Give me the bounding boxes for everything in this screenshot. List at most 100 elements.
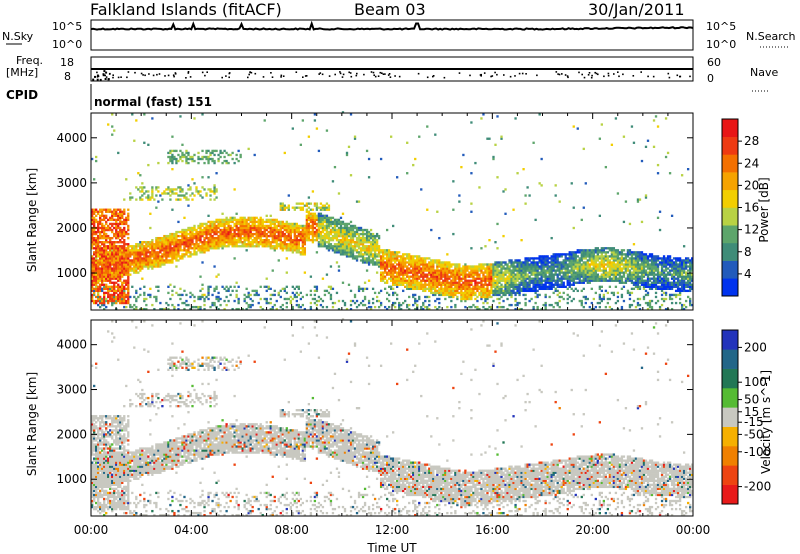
power-cell bbox=[217, 220, 220, 224]
power-cell bbox=[195, 186, 198, 189]
power-cell bbox=[333, 243, 337, 246]
power-cell bbox=[115, 245, 118, 248]
power-cell bbox=[91, 265, 94, 268]
power-cell bbox=[508, 281, 511, 284]
power-cell bbox=[542, 275, 545, 278]
power-cell bbox=[518, 269, 521, 272]
power-cell bbox=[392, 283, 395, 286]
power-cell bbox=[343, 247, 347, 250]
power-cell bbox=[522, 279, 525, 282]
power-cell bbox=[508, 303, 511, 307]
power-cell bbox=[183, 249, 186, 252]
power-cell bbox=[385, 267, 389, 270]
power-cell bbox=[105, 253, 108, 256]
power-cell bbox=[466, 269, 469, 272]
power-cell bbox=[273, 303, 276, 307]
power-cell bbox=[103, 271, 106, 274]
power-cell bbox=[241, 232, 244, 236]
power-cell bbox=[540, 257, 543, 260]
power-cell bbox=[552, 261, 555, 264]
power-cell bbox=[147, 198, 150, 201]
power-cell bbox=[135, 291, 138, 295]
power-cell bbox=[476, 281, 479, 284]
power-cell bbox=[341, 212, 345, 215]
power-cell bbox=[355, 226, 359, 230]
power-cell bbox=[171, 261, 174, 264]
power-cell bbox=[406, 253, 409, 256]
power-cell bbox=[187, 239, 190, 242]
power-cell bbox=[329, 243, 333, 246]
power-cell bbox=[406, 287, 409, 291]
power-cell bbox=[446, 285, 449, 288]
power-cell bbox=[462, 267, 465, 270]
power-cell bbox=[532, 269, 535, 272]
power-cell bbox=[239, 226, 242, 230]
power-cell bbox=[255, 241, 258, 244]
power-cell bbox=[209, 190, 212, 193]
power-cell bbox=[420, 261, 423, 264]
power-cell bbox=[255, 232, 258, 236]
power-cell bbox=[518, 289, 521, 293]
power-cell bbox=[147, 245, 150, 248]
power-cell bbox=[109, 289, 112, 293]
power-cell bbox=[131, 305, 134, 309]
power-cell bbox=[323, 245, 327, 248]
power-cell bbox=[281, 226, 284, 230]
power-cell bbox=[484, 307, 487, 311]
power-cell bbox=[430, 269, 433, 272]
power-cell bbox=[219, 234, 222, 238]
power-cell bbox=[418, 261, 421, 264]
power-cell bbox=[199, 251, 202, 254]
power-cell bbox=[337, 222, 341, 226]
power-cell bbox=[225, 220, 228, 224]
power-cell bbox=[540, 265, 543, 268]
power-cell bbox=[325, 129, 329, 132]
power-cell bbox=[187, 157, 190, 161]
power-cell bbox=[295, 245, 298, 248]
power-cell bbox=[293, 295, 296, 299]
power-cell bbox=[197, 245, 200, 248]
power-cell bbox=[203, 247, 206, 250]
power-cell bbox=[255, 236, 258, 240]
power-cell bbox=[199, 297, 202, 301]
power-cell bbox=[448, 267, 451, 270]
power-cell bbox=[237, 241, 240, 244]
power-cell bbox=[93, 212, 96, 215]
power-cell bbox=[93, 279, 96, 282]
power-cell bbox=[109, 251, 112, 254]
power-cell bbox=[528, 267, 531, 270]
power-cell bbox=[331, 216, 335, 220]
power-cell bbox=[534, 285, 537, 288]
power-cell bbox=[524, 194, 527, 197]
power-cell bbox=[357, 287, 361, 291]
power-cell bbox=[109, 226, 112, 230]
power-cell bbox=[410, 275, 413, 278]
power-cell bbox=[125, 230, 128, 234]
power-cell bbox=[101, 277, 104, 280]
power-cell bbox=[113, 285, 116, 288]
power-cell bbox=[175, 291, 178, 295]
power-cell bbox=[408, 281, 411, 284]
power-cell bbox=[394, 271, 397, 274]
power-cell bbox=[183, 241, 186, 244]
power-cell bbox=[283, 297, 286, 301]
power-cell bbox=[460, 285, 463, 288]
power-cell bbox=[416, 285, 419, 288]
power-cell bbox=[315, 204, 319, 207]
power-cell bbox=[135, 253, 138, 256]
power-cell bbox=[167, 188, 170, 191]
power-cell bbox=[201, 113, 204, 116]
power-cell bbox=[243, 224, 246, 228]
power-cell bbox=[143, 247, 146, 250]
power-cell bbox=[448, 295, 451, 299]
power-cell bbox=[329, 224, 333, 228]
power-cell bbox=[568, 259, 571, 262]
nave-dot bbox=[363, 73, 365, 76]
power-cell bbox=[135, 247, 138, 250]
nave-dot bbox=[480, 75, 482, 77]
power-cell bbox=[187, 247, 190, 250]
power-cell bbox=[181, 301, 184, 305]
power-cell bbox=[379, 265, 383, 268]
power-cell bbox=[175, 236, 178, 240]
power-cell bbox=[426, 257, 429, 260]
